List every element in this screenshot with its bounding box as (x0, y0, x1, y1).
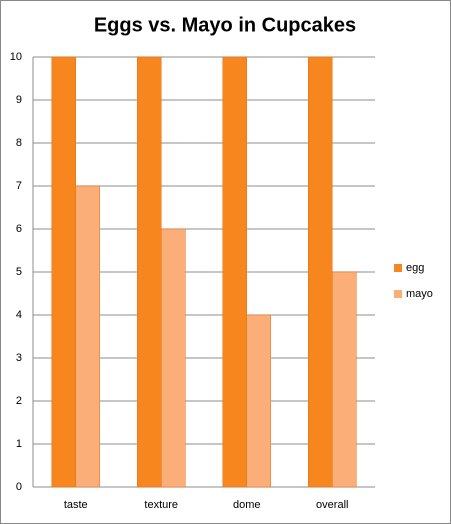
y-tick-label: 7 (16, 180, 22, 192)
y-tick-label: 8 (16, 137, 22, 149)
bar (161, 228, 186, 488)
x-tick-label: overall (316, 499, 348, 511)
bar (51, 56, 76, 488)
legend-swatch (394, 264, 402, 272)
y-tick-label: 4 (16, 309, 22, 321)
y-tick-label: 0 (16, 481, 22, 493)
y-tick-label: 5 (16, 266, 22, 278)
x-tick-label: taste (64, 499, 88, 511)
bar (246, 314, 271, 488)
bar (332, 271, 357, 488)
y-tick-label: 9 (16, 94, 22, 106)
y-tick-label: 2 (16, 395, 22, 407)
bar (308, 56, 333, 488)
bar (75, 185, 100, 488)
legend-swatch (394, 290, 402, 298)
y-tick-label: 3 (16, 352, 22, 364)
x-tick-label: texture (144, 499, 178, 511)
y-tick-label: 10 (10, 51, 22, 63)
legend-label: mayo (406, 288, 433, 300)
chart-title: Eggs vs. Mayo in Cupcakes (94, 14, 356, 36)
bar (137, 56, 162, 488)
y-tick-label: 6 (16, 223, 22, 235)
y-tick-label: 1 (16, 438, 22, 450)
bar (222, 56, 247, 488)
x-tick-label: dome (233, 499, 261, 511)
legend-label: egg (406, 262, 424, 274)
